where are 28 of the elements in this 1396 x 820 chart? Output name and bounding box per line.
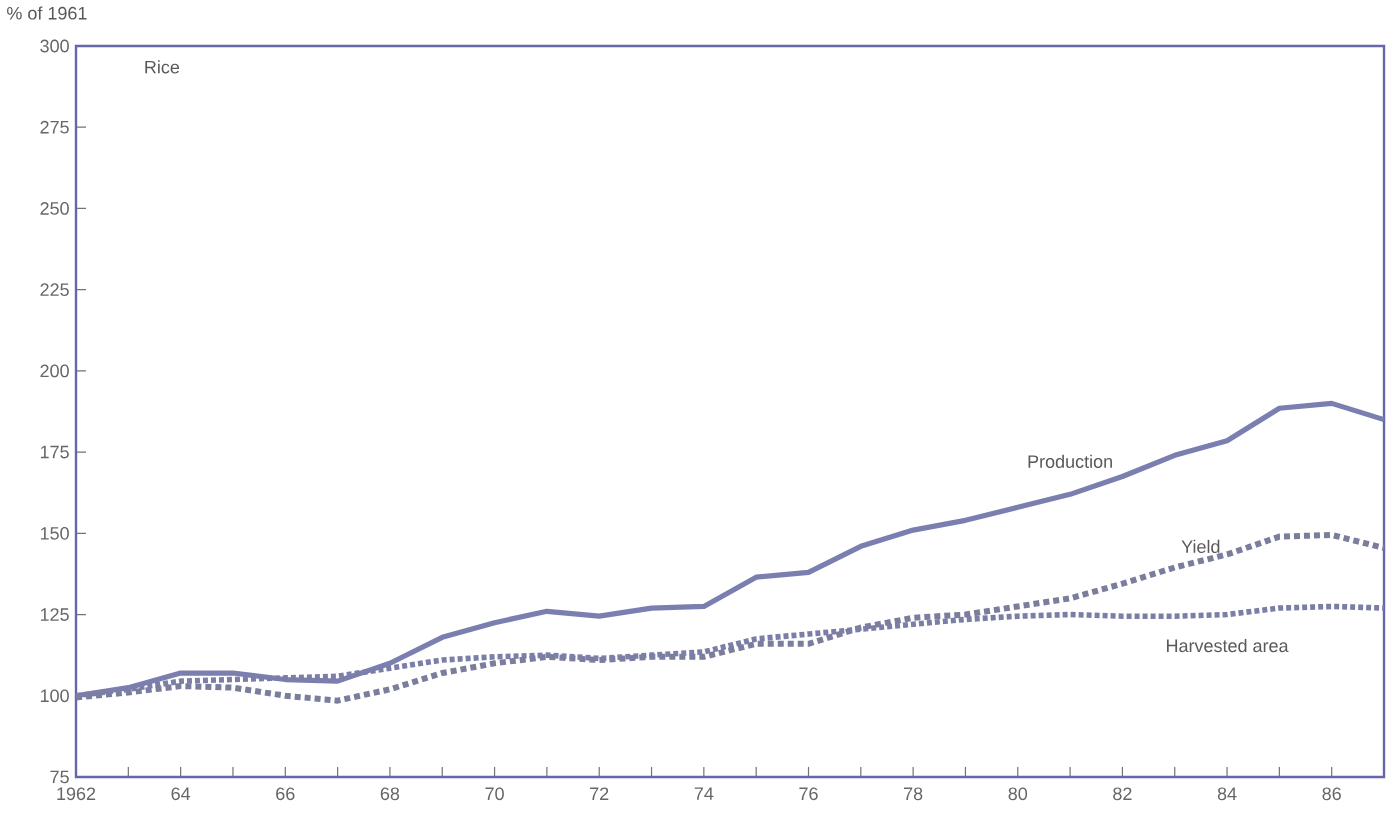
x-tick-label: 72 [590,787,609,800]
x-tick-label: 1962 [57,787,96,801]
x-tick-label: 84 [1217,787,1237,801]
text: Rice [145,60,180,74]
series-label: Yield [1181,539,1220,554]
y-tick-label: 175 [40,445,69,459]
y-tick-label: 275 [40,120,69,134]
y-tick-label: 100 [40,689,69,703]
y-tick-label: 300 [40,39,69,53]
x-tick-label: 82 [1113,787,1132,801]
y-tick-label: 250 [40,202,69,215]
y-tick-label: 125 [40,608,69,621]
x-tick-label: 74 [694,787,714,800]
y-tick-label: 150 [40,526,69,540]
x-tick-label: 80 [1008,787,1028,801]
series-label: Production [1028,454,1112,468]
x-tick-label: 66 [276,787,295,801]
y-tick-label: 200 [40,364,69,378]
x-tick-label: 78 [904,787,923,801]
y-tick-label: 75 [50,770,69,784]
x-tick-label: 76 [799,787,818,801]
x-tick-label: 64 [171,787,191,801]
series-label: Harvested area [1167,638,1289,653]
y-axis-title: % of 1961 [7,6,87,20]
x-tick-label: 68 [380,787,400,801]
x-tick-label: 70 [485,787,504,801]
x-tick-label: 86 [1322,787,1341,801]
y-tick-label: 225 [40,283,69,297]
